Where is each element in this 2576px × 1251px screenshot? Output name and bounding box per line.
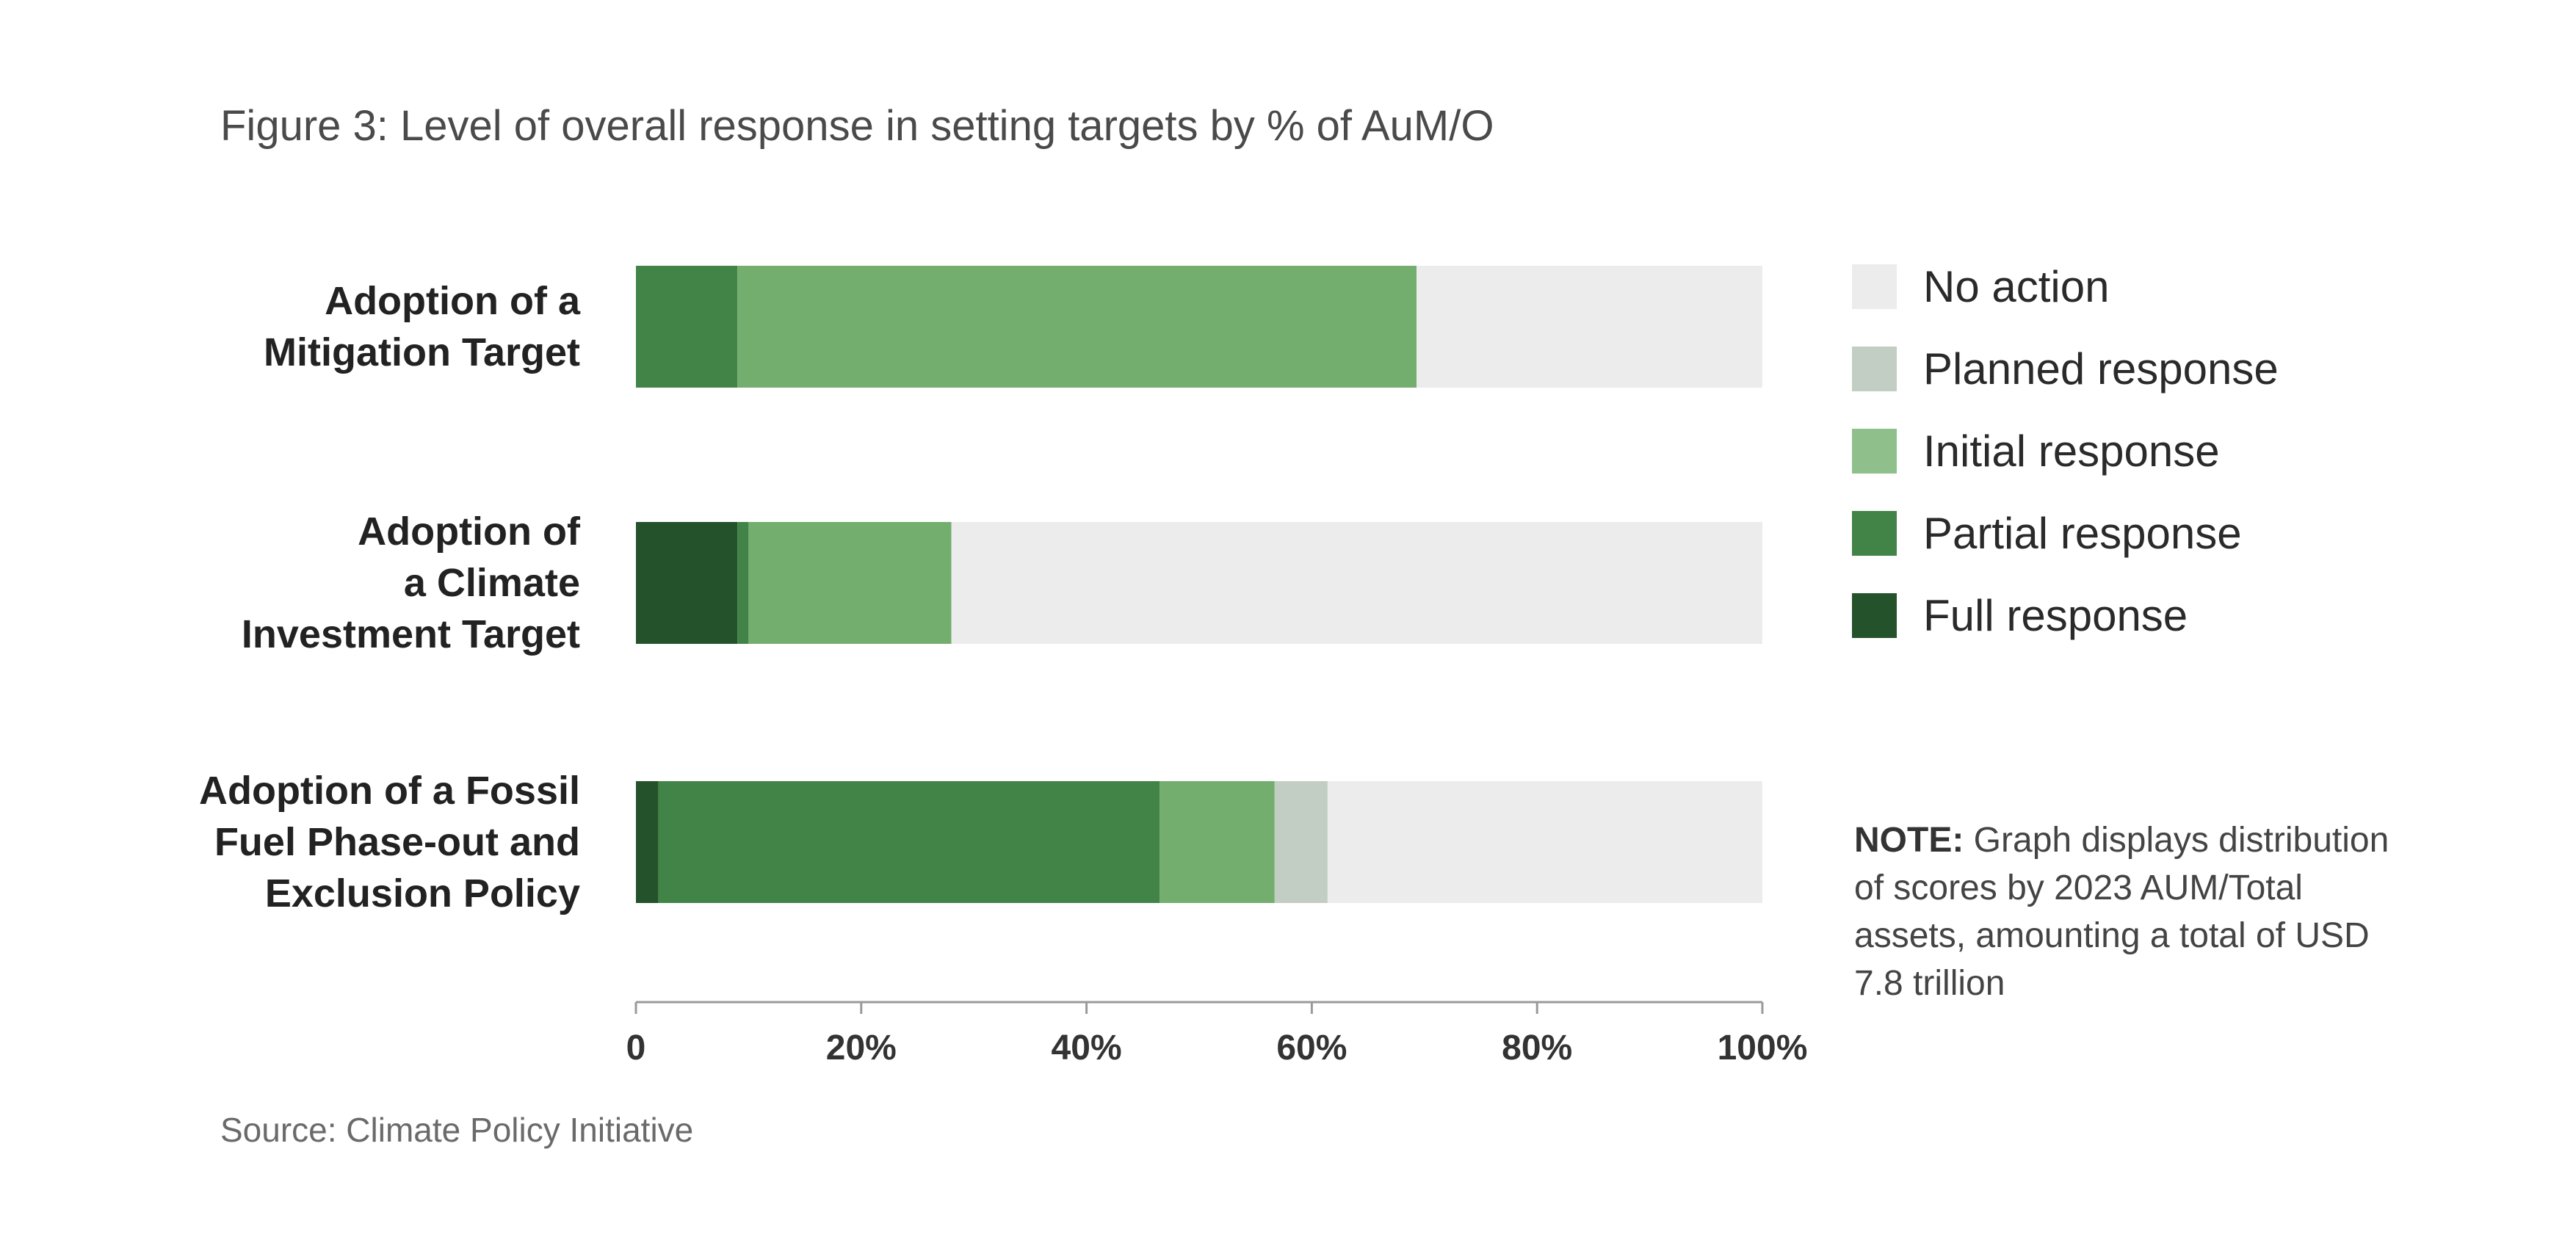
legend-swatch-none: [1852, 264, 1897, 309]
category-label-2: Adoption of a Fossil Fuel Phase-out and Ex…: [199, 769, 580, 915]
legend-swatch-full: [1852, 593, 1897, 638]
source-caption: Source: Climate Policy Initiative: [220, 1111, 694, 1149]
x-axis: 0 20% 40% 60% 80% 100%: [626, 1001, 1808, 1067]
bar-segment-none-2: [1327, 781, 1762, 903]
note-label: NOTE:: [1854, 821, 1964, 860]
legend-item-partial: Partial response: [1852, 509, 2279, 558]
legend-swatch-initial: [1852, 429, 1897, 474]
bar-segment-partial-2: [658, 781, 1160, 903]
bars-layer: [636, 266, 1762, 903]
legend-item-none: No action: [1852, 262, 2279, 311]
x-tick-label-2: 40%: [1052, 1029, 1122, 1067]
bar-segment-full-1: [636, 522, 738, 644]
bar-segment-full-2: [636, 781, 659, 903]
category-label-1: Adoption of a Climate Investment Target: [242, 510, 581, 656]
figure-title: Figure 3: Level of overall response in s…: [220, 102, 1494, 150]
x-tick-label-3: 60%: [1276, 1029, 1347, 1067]
legend: No action Planned response Initial respons…: [1852, 262, 2279, 675]
legend-swatch-partial: [1852, 511, 1897, 556]
bar-segment-planned-2: [1274, 781, 1328, 903]
legend-label-planned: Planned response: [1923, 344, 2279, 394]
x-tick-label-5: 100%: [1718, 1029, 1808, 1067]
bar-segment-initial-1: [748, 522, 952, 644]
bar-segment-initial-0: [737, 266, 1417, 388]
x-tick-label-0: 0: [626, 1029, 646, 1067]
legend-label-initial: Initial response: [1923, 427, 2220, 476]
legend-label-full: Full response: [1923, 591, 2188, 640]
note-text: Graph displays distribution of scores by…: [1854, 821, 2389, 1003]
bar-segment-none-0: [1417, 266, 1762, 388]
x-tick-label-4: 80%: [1502, 1029, 1572, 1067]
bar-segment-partial-0: [636, 266, 738, 388]
x-tick-label-1: 20%: [826, 1029, 897, 1067]
category-labels-layer: Adoption of a Mitigation Target Adoption o…: [199, 279, 581, 915]
bar-segment-partial-1: [737, 522, 749, 644]
legend-swatch-planned: [1852, 347, 1897, 391]
legend-item-planned: Planned response: [1852, 344, 2279, 394]
legend-item-initial: Initial response: [1852, 427, 2279, 476]
bar-segment-initial-2: [1159, 781, 1275, 903]
note: NOTE: Graph displays distribution of sco…: [1854, 816, 2412, 1007]
bar-segment-none-1: [951, 522, 1762, 644]
legend-label-partial: Partial response: [1923, 509, 2242, 558]
category-label-0: Adoption of a Mitigation Target: [264, 279, 581, 374]
legend-item-full: Full response: [1852, 591, 2279, 640]
legend-label-none: No action: [1923, 262, 2110, 311]
